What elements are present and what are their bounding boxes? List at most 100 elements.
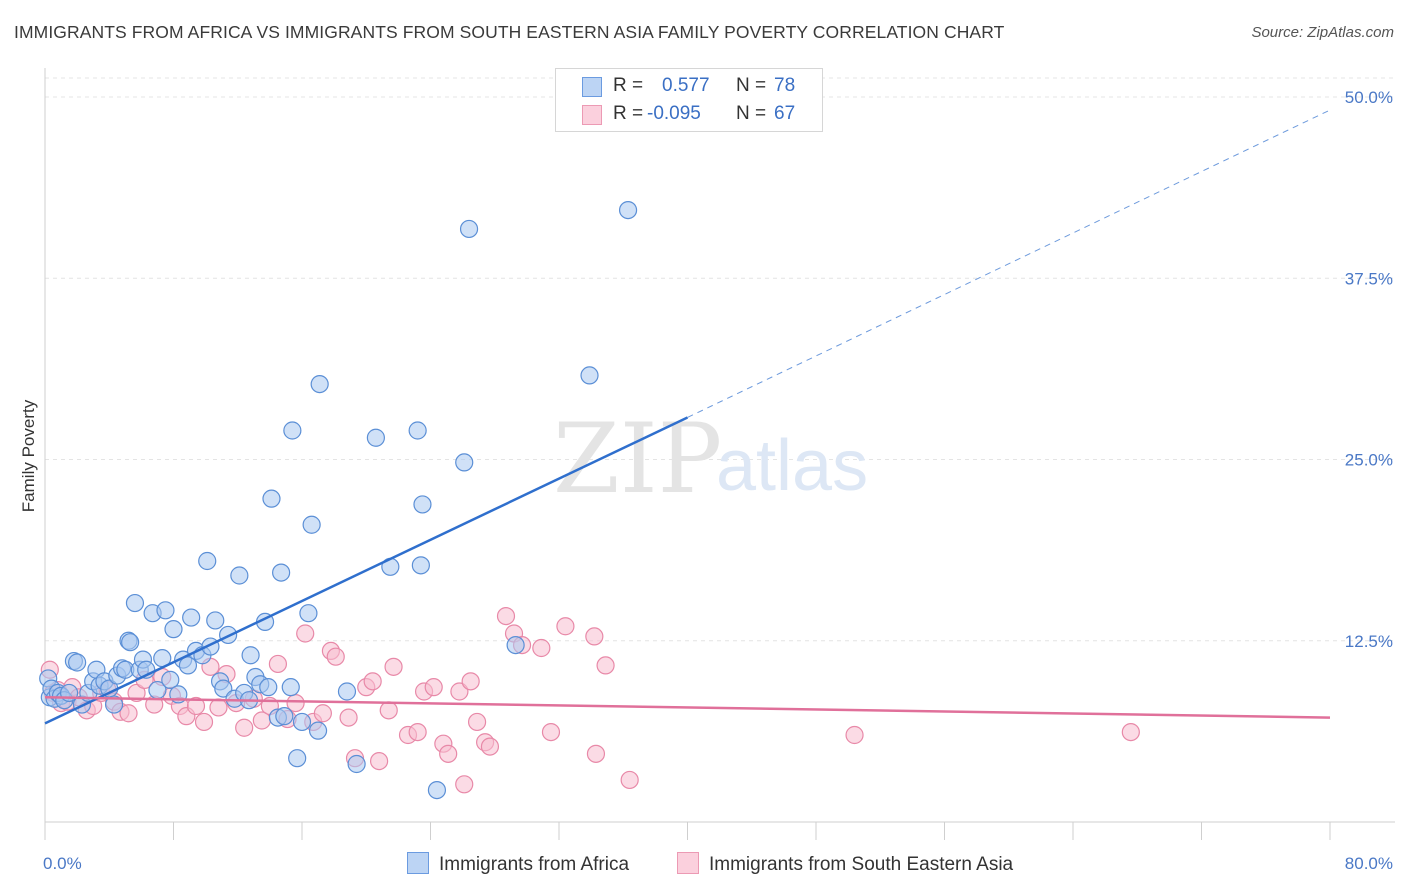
sea-point	[127, 683, 146, 703]
africa-point	[299, 604, 318, 623]
sea-point	[439, 744, 458, 763]
y-tick-label-1: 25.0%	[1345, 451, 1393, 470]
bottom-africa-label: Immigrants from Africa	[439, 854, 630, 875]
africa-point	[337, 682, 357, 701]
africa-n-value: 78	[774, 75, 796, 96]
africa-point	[408, 421, 427, 440]
x-tick-label-0: 0.0%	[43, 854, 82, 873]
source-label: Source: ZipAtlas.com	[1251, 24, 1394, 41]
x-tick-label-1: 80.0%	[1345, 854, 1393, 873]
sea-point	[209, 698, 228, 717]
sea-point	[296, 624, 315, 643]
sea-swatch	[582, 105, 602, 125]
africa-point	[281, 678, 300, 697]
watermark-atlas: atlas	[716, 426, 868, 506]
africa-point	[310, 375, 329, 394]
sea-point	[326, 647, 345, 666]
y-tick-label-3: 50.0%	[1345, 88, 1393, 107]
africa-point	[580, 366, 599, 385]
watermark-zip: ZIP	[553, 403, 722, 515]
africa-point	[455, 453, 474, 472]
sea-r-label: R =	[613, 103, 644, 124]
sea-point	[496, 606, 516, 626]
africa-point	[241, 646, 260, 665]
africa-point	[68, 653, 87, 672]
africa-point	[272, 563, 291, 582]
africa-point	[156, 601, 175, 620]
bottom-sea-label: Immigrants from South Eastern Asia	[709, 854, 1014, 875]
sea-point	[379, 701, 398, 720]
africa-point	[366, 428, 385, 447]
africa-point	[506, 635, 525, 655]
stats-legend: R = 0.577 N = 78 R = -0.095 N = 67	[555, 68, 823, 132]
sea-point	[586, 744, 606, 763]
sea-point	[370, 751, 389, 771]
africa-point	[125, 593, 145, 613]
africa-point	[459, 219, 479, 239]
africa-point	[302, 515, 321, 534]
sea-point	[455, 775, 474, 794]
tick-labels: 12.5% 25.0% 37.5% 50.0% 0.0% 80.0%	[43, 88, 1393, 873]
y-axis-label: Family Poverty	[19, 399, 38, 512]
sea-point	[119, 704, 138, 723]
africa-points	[39, 201, 638, 800]
africa-point	[178, 656, 198, 675]
sea-point	[450, 682, 469, 701]
bottom-legend-africa: Immigrants from Africa	[407, 852, 629, 876]
sea-point	[461, 672, 480, 691]
sea-point	[596, 656, 615, 675]
africa-point	[206, 611, 225, 630]
sea-point	[541, 722, 561, 742]
axes	[44, 68, 1395, 840]
africa-point	[198, 551, 217, 571]
africa-point	[283, 421, 302, 440]
bottom-sea-swatch	[677, 852, 699, 874]
y-tick-label-0: 12.5%	[1345, 632, 1393, 651]
africa-point	[288, 749, 307, 768]
africa-trend-line	[44, 416, 689, 725]
africa-point	[259, 678, 278, 697]
watermark: ZIP atlas	[553, 403, 868, 515]
grid-lines	[45, 77, 1395, 642]
africa-point	[618, 201, 638, 220]
africa-point	[104, 695, 124, 714]
africa-point	[411, 556, 430, 575]
africa-n-label: N =	[736, 75, 767, 96]
africa-r-value: 0.577	[662, 75, 710, 96]
africa-point	[308, 721, 328, 740]
sea-point	[620, 770, 639, 790]
sea-point	[268, 654, 288, 674]
sea-trend-line	[44, 696, 1331, 719]
y-tick-label-2: 37.5%	[1345, 269, 1393, 288]
sea-point	[339, 708, 358, 727]
africa-point	[262, 489, 281, 508]
sea-point	[585, 627, 604, 646]
africa-point	[164, 620, 183, 639]
sea-point	[845, 725, 864, 745]
sea-point	[480, 737, 500, 756]
sea-point	[313, 704, 332, 723]
africa-point	[121, 633, 140, 652]
sea-point	[384, 657, 403, 676]
africa-point	[214, 679, 233, 698]
sea-point	[186, 696, 206, 716]
sea-point	[408, 722, 427, 742]
bottom-legend-sea: Immigrants from South Eastern Asia	[677, 852, 1013, 876]
bottom-africa-swatch	[407, 852, 429, 874]
africa-point	[161, 670, 180, 690]
africa-point	[230, 566, 249, 585]
africa-point	[427, 780, 447, 800]
sea-point	[194, 712, 214, 732]
africa-point	[182, 608, 201, 627]
sea-n-value: 67	[774, 103, 796, 124]
sea-point	[556, 617, 575, 636]
sea-point	[424, 678, 443, 697]
sea-point	[467, 712, 487, 732]
chart-title: IMMIGRANTS FROM AFRICA VS IMMIGRANTS FRO…	[14, 22, 1005, 42]
sea-point	[363, 672, 382, 691]
sea-n-label: N =	[736, 103, 767, 124]
africa-point	[275, 707, 294, 726]
africa-point	[292, 712, 312, 732]
sea-point	[235, 718, 254, 737]
